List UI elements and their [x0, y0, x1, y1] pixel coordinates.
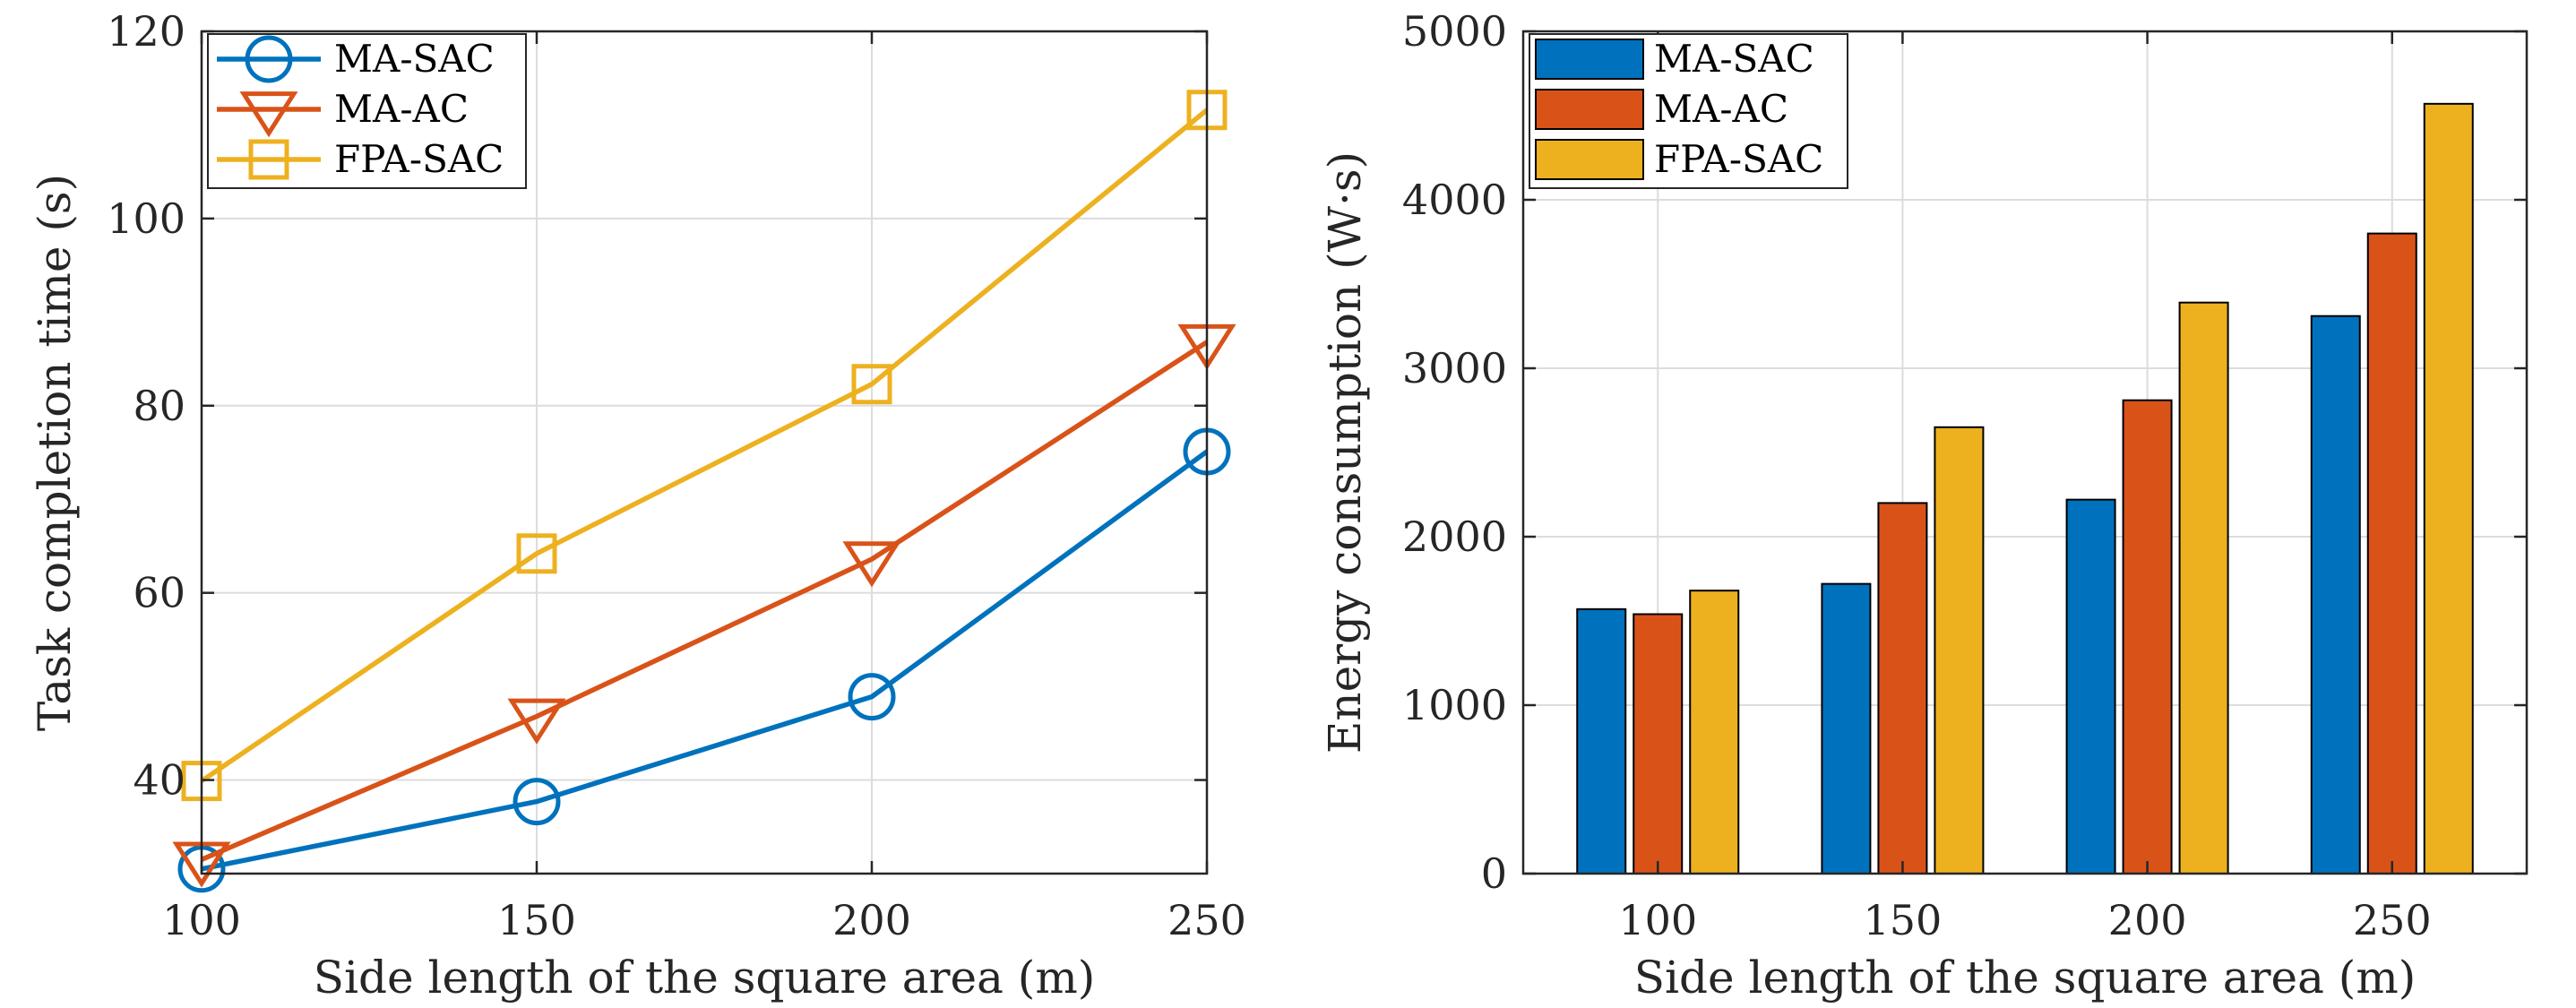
x-tick-label: 200: [2108, 896, 2187, 944]
data-point-fpa-sac: [851, 364, 892, 405]
y-tick-label: 80: [133, 382, 185, 430]
legend: MA-SAC MA-AC FPA-SAC: [207, 33, 527, 189]
bar-fpa-sac: [1934, 426, 1985, 874]
y-axis-label: Task completion time (s): [29, 174, 81, 731]
bar-fpa-sac: [2423, 102, 2474, 874]
data-point-ma-ac: [842, 541, 901, 588]
x-tick-label: 100: [162, 896, 241, 944]
bar-fpa-sac: [1689, 590, 1740, 874]
series-line-fpa-sac: [200, 108, 1209, 783]
x-axis-label: Side length of the square area (m): [1634, 952, 2417, 1004]
x-tick-label: 100: [1618, 896, 1697, 944]
data-point-fpa-sac: [516, 533, 557, 574]
x-tick-label: 150: [497, 896, 576, 944]
y-tick-label: 3000: [1402, 344, 1507, 392]
axes-box: [1521, 30, 2529, 875]
x-axis-label: Side length of the square area (m): [314, 952, 1096, 1004]
y-tick-label: 4000: [1402, 176, 1507, 224]
series-line-ma-ac: [200, 340, 1209, 862]
data-point-ma-ac: [507, 698, 566, 745]
bar-ma-ac: [1633, 613, 1684, 874]
legend-label: MA-AC: [1654, 87, 1788, 131]
y-tick-label: 100: [107, 194, 185, 243]
legend-marker-ma-ac: [239, 91, 298, 138]
data-point-ma-sac: [848, 673, 896, 721]
legend-swatch-ma-sac: [1535, 39, 1644, 80]
series-line-ma-sac: [201, 449, 1209, 872]
line-chart-task-completion-time: 100 150 200 250 40 60 80 100 120 Side length of t…: [29, 7, 1246, 1004]
legend-swatch-ma-ac: [1535, 89, 1644, 130]
legend-label: MA-SAC: [1654, 37, 1814, 81]
y-axis-label: Energy consumption (W·s): [1319, 151, 1371, 754]
legend-label: FPA-SAC: [334, 137, 504, 181]
x-tick-label: 150: [1864, 896, 1943, 944]
bar-fpa-sac: [2178, 301, 2229, 874]
bar-ma-sac: [1576, 607, 1627, 875]
y-tick-label: 0: [1481, 849, 1507, 898]
bar-ma-ac: [2122, 399, 2173, 875]
legend-label: MA-SAC: [334, 37, 495, 81]
bar-chart-energy-consumption: 100 150 200 250 0 1000 2000 3000 4000 5000 Side le…: [1319, 7, 2529, 1004]
x-tick-label: 250: [1167, 896, 1246, 944]
legend-marker-ma-sac: [245, 35, 293, 83]
legend-swatch-fpa-sac: [1535, 139, 1644, 180]
y-tick-label: 60: [133, 569, 185, 617]
bar-ma-sac: [2065, 498, 2116, 874]
legend-label: FPA-SAC: [1654, 137, 1823, 181]
bar-ma-ac: [1877, 502, 1928, 875]
x-tick-label: 200: [832, 896, 911, 944]
bar-ma-ac: [2366, 232, 2417, 875]
y-tick-label: 40: [133, 756, 185, 805]
legend-label: MA-AC: [334, 87, 469, 131]
data-point-ma-sac: [513, 778, 561, 826]
axes-box: [200, 30, 1209, 875]
y-tick-label: 120: [107, 7, 185, 56]
legend: MA-SAC MA-AC FPA-SAC: [1529, 33, 1848, 189]
legend-marker-fpa-sac: [248, 139, 289, 180]
bar-ma-sac: [1821, 582, 1872, 874]
x-tick-label: 250: [2353, 896, 2432, 944]
y-tick-label: 1000: [1402, 681, 1507, 729]
y-tick-label: 2000: [1402, 513, 1507, 561]
bar-ma-sac: [2310, 314, 2361, 875]
y-tick-label: 5000: [1402, 7, 1507, 56]
